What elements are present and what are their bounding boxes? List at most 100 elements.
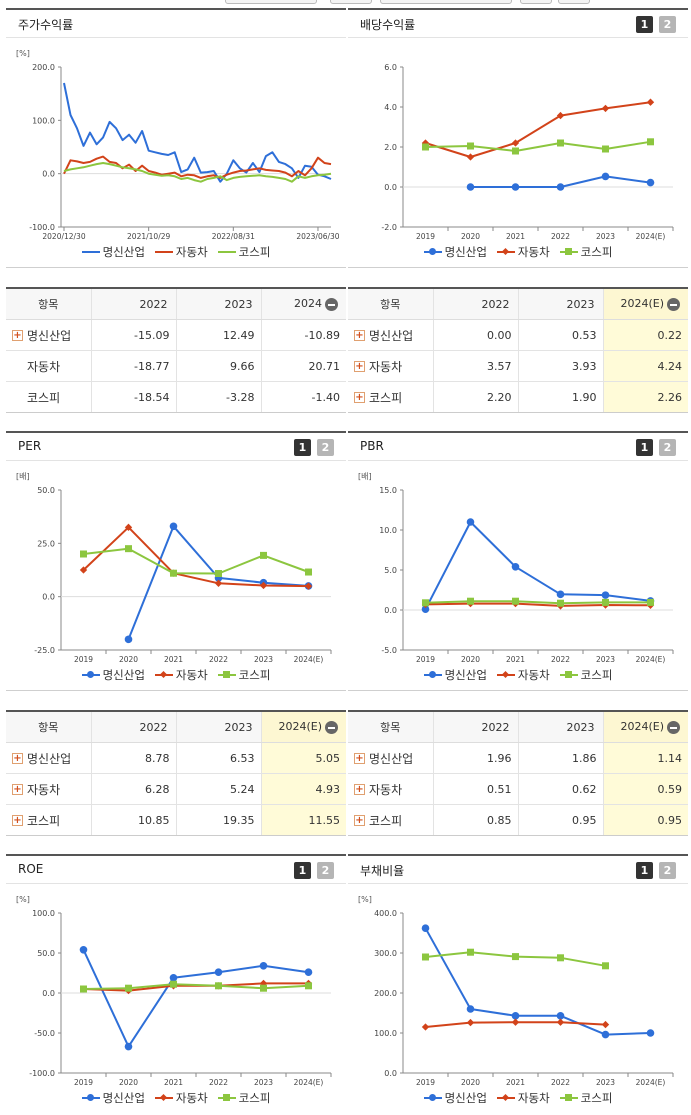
collapse-icon[interactable] <box>667 297 680 311</box>
expand-icon[interactable]: + <box>354 752 365 764</box>
collapse-icon[interactable] <box>325 297 338 311</box>
table-header: 항목 <box>6 710 91 743</box>
y-tick-label: 0.0 <box>384 1069 397 1078</box>
legend-item[interactable]: 코스피 <box>217 1090 271 1106</box>
legend-item[interactable]: 자동차 <box>496 244 550 260</box>
row-label: + 코스피 <box>348 804 433 836</box>
expand-icon[interactable]: + <box>354 814 365 826</box>
chart-legend: 명신산업 자동차 코스피 <box>348 1090 688 1106</box>
legend-diamond-icon <box>154 1093 173 1103</box>
y-tick-label: 4.0 <box>384 103 397 112</box>
table-cell: 6.53 <box>175 742 261 774</box>
table-cell: 19.35 <box>175 804 261 836</box>
legend-item[interactable]: 코스피 <box>217 667 270 683</box>
page-1-button[interactable]: 1 <box>636 862 653 879</box>
pbr-table: 항목 2022 2023 2024(E) + 명신산업 1.96 1.86 1.1… <box>348 710 688 836</box>
legend-label: 코스피 <box>238 1091 271 1105</box>
row-name: 코스피 <box>27 813 61 828</box>
table-cell: 1.14 <box>602 742 688 774</box>
legend-item[interactable]: 코스피 <box>559 244 612 260</box>
x-tick-label: 2022/08/31 <box>212 232 255 241</box>
row-name: 코스피 <box>369 390 403 405</box>
page-2-button[interactable]: 2 <box>659 439 676 456</box>
legend-square-icon <box>217 1093 236 1103</box>
data-point <box>421 605 430 613</box>
legend-item[interactable]: 자동차 <box>496 667 550 683</box>
data-point <box>125 984 132 992</box>
legend-item[interactable]: 코스피 <box>559 1090 612 1106</box>
legend-item[interactable]: 자동차 <box>154 1090 208 1106</box>
data-point <box>511 1018 520 1026</box>
page-2-button[interactable]: 2 <box>317 439 334 456</box>
panel-title: PBR <box>360 439 384 453</box>
page-2-button[interactable]: 2 <box>317 862 334 879</box>
table-header-row: 항목 2022 2023 2024(E) <box>348 710 688 743</box>
toolbar-button[interactable] <box>380 0 512 4</box>
data-point <box>305 982 312 990</box>
roe-chart: [%]100.0 50.0 0.0 -50.0 -100.0 2019 2020 2021 20… <box>16 895 332 1087</box>
expand-icon[interactable]: + <box>354 329 365 341</box>
page-2-button[interactable]: 2 <box>659 862 676 879</box>
toolbar-button[interactable] <box>520 0 552 4</box>
y-tick-label: -2.0 <box>381 223 397 232</box>
x-tick-label: 2019 <box>416 1078 435 1087</box>
legend-item[interactable]: 명신산업 <box>423 1090 487 1106</box>
data-point <box>646 178 655 187</box>
page-2-button[interactable]: 2 <box>659 16 676 33</box>
table-cell: 8.78 <box>90 742 176 774</box>
table-row: + 자동차 3.57 3.93 4.24 <box>348 350 688 382</box>
expand-icon[interactable]: + <box>12 783 23 795</box>
expand-icon[interactable]: + <box>12 752 23 764</box>
legend-item[interactable]: 명신산업 <box>423 244 487 260</box>
table-header: 2023 <box>517 287 603 320</box>
pager: 1 2 <box>636 862 676 879</box>
table-header: 항목 <box>348 710 433 743</box>
toolbar-button[interactable] <box>558 0 590 4</box>
legend-item[interactable]: 명신산업 <box>423 667 487 683</box>
panel-title: ROE <box>18 862 44 876</box>
data-point <box>421 924 430 932</box>
table-row: 코스피 -18.54 -3.28 -1.40 <box>6 381 346 413</box>
toolbar-button[interactable] <box>330 0 372 4</box>
legend-item[interactable]: 자동차 <box>154 244 208 260</box>
data-point <box>601 104 610 113</box>
collapse-icon[interactable] <box>325 720 338 734</box>
x-tick-label: 2021/10/29 <box>127 232 170 241</box>
table-row: + 명신산업 1.96 1.86 1.14 <box>348 742 688 774</box>
row-label: + 자동차 <box>348 773 433 805</box>
page-1-button[interactable]: 1 <box>636 16 653 33</box>
table-header: 2022 <box>432 710 518 743</box>
page-1-button[interactable]: 1 <box>636 439 653 456</box>
legend-item[interactable]: 명신산업 <box>81 667 145 683</box>
expand-icon[interactable]: + <box>354 783 365 795</box>
legend-item[interactable]: 자동차 <box>154 667 208 683</box>
legend-dot-icon <box>81 670 100 680</box>
table-header: 2024(E) <box>602 287 688 320</box>
legend-item[interactable]: 명신산업 <box>81 244 145 260</box>
panel-header: ROE 1 2 <box>6 854 346 884</box>
page-1-button[interactable]: 1 <box>294 439 311 456</box>
data-point <box>169 522 178 531</box>
x-tick-label: 2022 <box>209 655 228 664</box>
legend-item[interactable]: 자동차 <box>496 1090 550 1106</box>
expand-icon[interactable]: + <box>354 360 365 372</box>
legend-item[interactable]: 명신산업 <box>81 1090 145 1106</box>
collapse-icon[interactable] <box>667 720 680 734</box>
expand-icon[interactable]: + <box>354 391 365 403</box>
x-tick-label: 2020 <box>461 655 480 664</box>
expand-icon[interactable]: + <box>12 329 23 341</box>
y-tick-label: 15.0 <box>379 486 397 495</box>
data-point <box>602 145 609 153</box>
legend-item[interactable]: 코스피 <box>217 244 270 260</box>
legend-item[interactable]: 코스피 <box>559 667 612 683</box>
legend-diamond-icon <box>496 670 515 680</box>
page-1-button[interactable]: 1 <box>294 862 311 879</box>
data-point <box>304 582 313 590</box>
legend-line-icon <box>81 247 100 257</box>
table-cell: 0.85 <box>432 804 518 836</box>
expand-icon[interactable]: + <box>12 814 23 826</box>
panel-divider <box>6 690 346 691</box>
table-cell: -3.28 <box>175 381 261 413</box>
toolbar-button[interactable] <box>225 0 317 4</box>
